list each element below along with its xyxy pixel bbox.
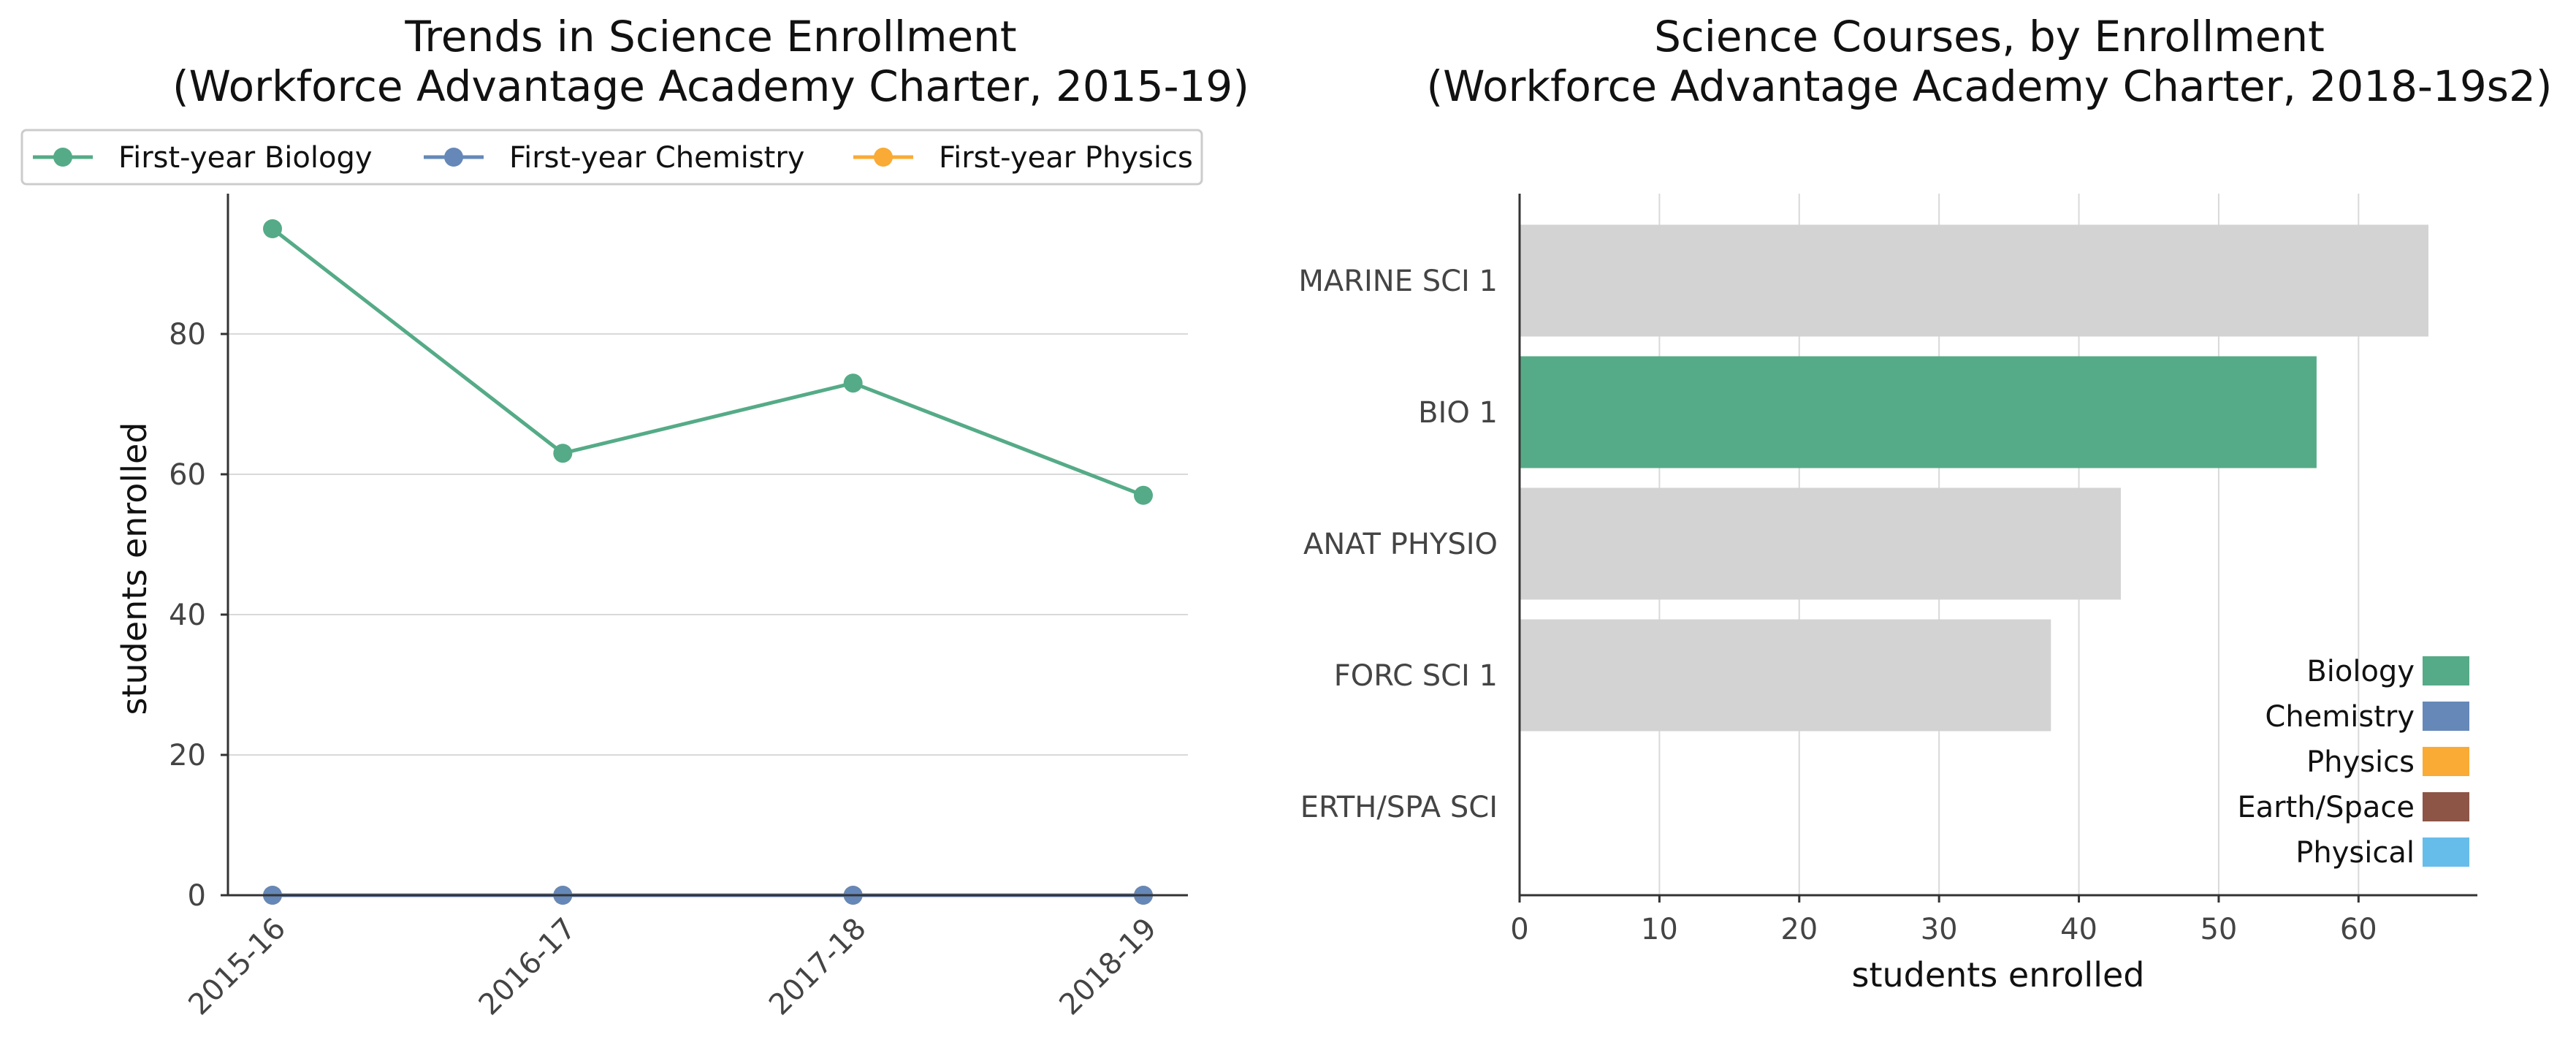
bar-chart-legend-swatch bbox=[2423, 837, 2469, 867]
line-chart-y-tick-label: 20 bbox=[169, 739, 206, 772]
line-chart-data-point bbox=[263, 219, 282, 238]
bar-chart-legend-label: Chemistry bbox=[2265, 700, 2415, 734]
line-chart-y-axis-label: students enrolled bbox=[115, 422, 154, 715]
bar-chart-bar bbox=[1520, 356, 2317, 468]
line-chart-legend-swatch-marker bbox=[874, 148, 893, 167]
bar-chart-x-tick-label: 10 bbox=[1641, 913, 1678, 946]
bar-chart-y-tick-label: ERTH/SPA SCI bbox=[1300, 791, 1498, 824]
line-chart-legend-label: First-year Physics bbox=[939, 141, 1193, 175]
line-chart-title-line2: (Workforce Advantage Academy Charter, 20… bbox=[172, 61, 1249, 111]
bar-chart-legend-swatch bbox=[2423, 656, 2469, 685]
line-chart-legend-swatch-marker bbox=[53, 148, 72, 167]
line-chart-y-tick-label: 60 bbox=[169, 458, 206, 492]
line-chart-x-tick-label: 2017-18 bbox=[763, 912, 873, 1022]
bar-chart-y-tick-label: BIO 1 bbox=[1418, 396, 1498, 430]
bar-chart-bar bbox=[1520, 224, 2429, 337]
bar-chart-y-tick-label: ANAT PHYSIO bbox=[1303, 528, 1498, 561]
bar-chart-legend-swatch bbox=[2423, 792, 2469, 821]
bar-chart-bar bbox=[1520, 619, 2051, 732]
line-chart-x-tick-label: 2015-16 bbox=[182, 912, 292, 1022]
line-chart-series-line-0 bbox=[271, 227, 1144, 498]
bar-chart-bar bbox=[1520, 487, 2121, 600]
bar-chart-x-tick-label: 50 bbox=[2200, 913, 2237, 946]
bar-chart-title-line1: Science Courses, by Enrollment bbox=[1654, 12, 2325, 61]
line-chart-y-tick-label: 40 bbox=[169, 599, 206, 632]
bar-chart-legend-label: Physical bbox=[2295, 836, 2415, 870]
line-chart-legend-swatch-marker bbox=[444, 148, 463, 167]
bar-chart-panel: Science Courses, by Enrollment (Workforc… bbox=[1298, 12, 2552, 995]
bar-chart-y-tick-label: MARINE SCI 1 bbox=[1298, 265, 1498, 298]
line-chart-legend-label: First-year Biology bbox=[118, 141, 373, 175]
bar-chart-x-tick-label: 20 bbox=[1780, 913, 1818, 946]
bar-chart-x-tick-label: 30 bbox=[1921, 913, 1958, 946]
bar-chart-legend-label: Physics bbox=[2306, 745, 2415, 779]
bar-chart-x-tick-label: 40 bbox=[2060, 913, 2097, 946]
line-chart-y-tick-label: 80 bbox=[169, 318, 206, 352]
bar-chart-legend: Biology Chemistry Physics Earth/Space Physic… bbox=[2237, 655, 2469, 870]
line-chart-legend-label: First-year Chemistry bbox=[509, 141, 804, 175]
line-chart-x-tick-label: 2018-19 bbox=[1053, 912, 1163, 1022]
line-chart-title-line1: Trends in Science Enrollment bbox=[404, 12, 1016, 61]
line-chart-legend: First-year Biology First-year Chemistry Fi… bbox=[20, 129, 1203, 186]
line-chart-legend-box bbox=[20, 129, 1203, 186]
bar-chart-x-tick-label: 0 bbox=[1510, 913, 1528, 946]
bar-chart-title-line2: (Workforce Advantage Academy Charter, 20… bbox=[1426, 61, 2552, 111]
bar-chart-legend-swatch bbox=[2423, 747, 2469, 776]
bar-chart-legend-swatch bbox=[2423, 702, 2469, 731]
line-chart-data-point bbox=[553, 444, 573, 463]
bar-chart-x-axis-label: students enrolled bbox=[1852, 955, 2145, 995]
line-chart-data-point bbox=[1134, 485, 1153, 505]
bar-chart-y-tick-label: FORC SCI 1 bbox=[1334, 659, 1498, 693]
line-chart-panel: Trends in Science Enrollment (Workforce … bbox=[20, 12, 1249, 1022]
bar-chart-legend-label: Biology bbox=[2306, 655, 2415, 688]
line-chart-data-point bbox=[843, 373, 863, 393]
bar-chart-x-tick-label: 60 bbox=[2340, 913, 2377, 946]
line-chart-y-tick-label: 0 bbox=[188, 879, 206, 913]
line-chart-x-tick-label: 2016-17 bbox=[473, 912, 583, 1022]
bar-chart-legend-label: Earth/Space bbox=[2237, 791, 2415, 824]
